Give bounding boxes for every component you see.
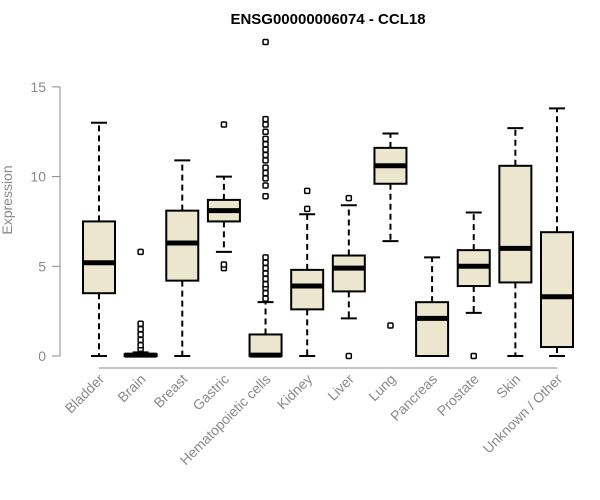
outlier-point [345, 352, 353, 360]
axes: 0 5 10 15 [30, 79, 557, 369]
outlier-point [262, 175, 269, 182]
box-gastric [206, 121, 241, 272]
box-body [165, 209, 200, 282]
outlier-point [137, 325, 144, 333]
y-tick-label: 5 [38, 258, 46, 274]
outlier-point [220, 261, 228, 268]
box-body [540, 231, 574, 349]
outlier-point [262, 128, 269, 135]
outlier-point [137, 341, 144, 349]
box-kidney [290, 187, 325, 357]
box-prostate [456, 211, 491, 360]
outlier-point [262, 115, 269, 123]
box-pancreas [415, 256, 450, 357]
outlier-point [262, 141, 269, 148]
boxes [82, 38, 574, 360]
box-body [290, 268, 325, 311]
outlier-point [262, 121, 269, 128]
outlier-point [220, 121, 228, 128]
outlier-point [262, 295, 269, 302]
box-skin [498, 127, 533, 357]
outlier-point [262, 182, 269, 189]
box-unknown-other [540, 107, 574, 357]
y-tick-label: 0 [38, 348, 46, 364]
outlier-point [262, 193, 269, 200]
x-tick-label: Breast [150, 371, 190, 411]
x-tick-label: Unknown / Other [480, 371, 566, 457]
outlier-point [137, 320, 144, 327]
x-tick-label: Prostate [434, 371, 482, 419]
outlier-point [262, 259, 269, 266]
box-body [82, 220, 116, 295]
x-tick-label: Skin [493, 371, 524, 402]
y-tick-label: 10 [30, 169, 46, 185]
outlier-point [262, 157, 269, 164]
box-lung [373, 132, 408, 329]
box-body [415, 301, 450, 357]
outlier-point [137, 248, 144, 256]
outlier-point [262, 38, 269, 46]
y-tick-label: 15 [30, 79, 46, 95]
box-breast [165, 159, 200, 357]
outlier-point [262, 146, 269, 153]
chart-title: ENSG00000006074 - CCL18 [230, 11, 425, 28]
outlier-point [262, 169, 269, 177]
box-liver [331, 194, 366, 360]
x-tick-label: Lung [365, 371, 398, 404]
x-tick-label: Kidney [274, 371, 316, 413]
outlier-point [262, 270, 269, 277]
box-body [498, 164, 533, 284]
box-bladder [82, 121, 116, 357]
outlier-point [262, 254, 269, 261]
outlier-point [262, 264, 269, 272]
outlier-point [262, 164, 269, 171]
outlier-point [262, 280, 269, 288]
outlier-point [262, 275, 269, 283]
outlier-point [345, 194, 353, 202]
outlier-point [303, 205, 311, 213]
outlier-point [262, 151, 269, 159]
y-axis-label: Expression [0, 165, 15, 234]
outlier-point [262, 289, 269, 297]
outlier-point [303, 187, 311, 195]
outlier-point [262, 135, 269, 143]
outlier-point [387, 322, 394, 329]
x-tick-label: Brain [114, 371, 148, 405]
outlier-point [470, 352, 477, 360]
outlier-point [137, 336, 144, 344]
x-tick-label: Bladder [62, 371, 108, 417]
box-brain [123, 248, 158, 358]
outlier-point [137, 331, 144, 338]
box-hematopoietic-cells [248, 38, 283, 358]
x-tick-label: Liver [324, 371, 357, 404]
box-body [331, 254, 366, 293]
